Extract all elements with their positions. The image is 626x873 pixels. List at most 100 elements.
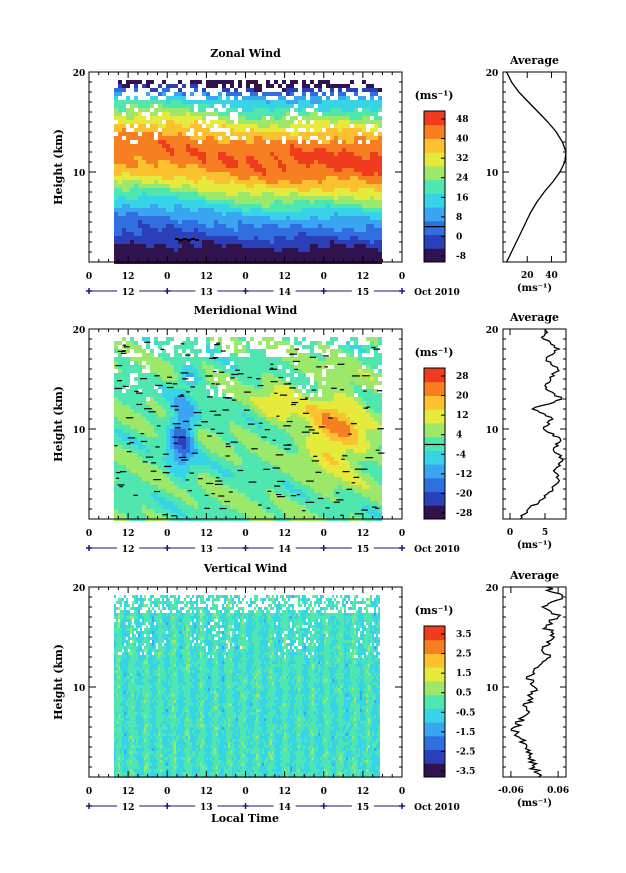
- heatmap-cell: [286, 92, 290, 96]
- heatmap-cell: [326, 256, 330, 260]
- heatmap-cell: [162, 248, 166, 252]
- heatmap-cell: [242, 361, 246, 365]
- heatmap-cell: [166, 461, 170, 465]
- heatmap-cell: [254, 421, 258, 425]
- heatmap-cell: [254, 485, 258, 489]
- heatmap-cell: [130, 437, 134, 441]
- heatmap-cell: [298, 244, 302, 248]
- heatmap-cell: [186, 184, 190, 188]
- heatmap-cell: [138, 152, 142, 156]
- heatmap-cell: [166, 357, 170, 361]
- heatmap-cell: [350, 204, 354, 208]
- heatmap-cell: [138, 192, 142, 196]
- heatmap-cell: [182, 124, 186, 128]
- heatmap-cell: [226, 164, 230, 168]
- heatmap-cell: [302, 124, 306, 128]
- heatmap-cell: [118, 128, 122, 132]
- heatmap-cell: [226, 232, 230, 236]
- heatmap-cell: [354, 232, 358, 236]
- heatmap-cell: [174, 128, 178, 132]
- heatmap-cell: [142, 421, 146, 425]
- heatmap-cell: [190, 369, 194, 373]
- heatmap-cell: [114, 457, 118, 461]
- heatmap-cell: [378, 168, 382, 172]
- heatmap-cell: [166, 433, 170, 437]
- heatmap-cell: [338, 188, 342, 192]
- heatmap-cell: [250, 349, 254, 353]
- heatmap-cell: [214, 469, 218, 473]
- heatmap-cell: [150, 136, 154, 140]
- heatmap-cell: [294, 152, 298, 156]
- heatmap-cell: [286, 160, 290, 164]
- heatmap-cell: [278, 236, 282, 240]
- heatmap-cell: [210, 361, 214, 365]
- heatmap-cell: [158, 441, 162, 445]
- heatmap-cell: [218, 188, 222, 192]
- heatmap-cell: [270, 481, 274, 485]
- heatmap-cell: [114, 429, 118, 433]
- heatmap-cell: [230, 192, 234, 196]
- heatmap-cell: [318, 80, 322, 84]
- heatmap-cell: [370, 200, 374, 204]
- heatmap-cell: [350, 188, 354, 192]
- heatmap-cell: [290, 208, 294, 212]
- heatmap-cell: [150, 140, 154, 144]
- heatmap-cell: [366, 216, 370, 220]
- heatmap-cell: [150, 88, 154, 92]
- heatmap-cell: [202, 425, 206, 429]
- heatmap-cell: [334, 140, 338, 144]
- heatmap-cell: [354, 120, 358, 124]
- heatmap-cell: [194, 184, 198, 188]
- heatmap-cell: [310, 164, 314, 168]
- heatmap-cell: [134, 248, 138, 252]
- heatmap-cell: [282, 497, 286, 501]
- heatmap-cell: [326, 144, 330, 148]
- heatmap-cell: [290, 256, 294, 260]
- heatmap-cell: [346, 248, 350, 252]
- heatmap-cell: [354, 140, 358, 144]
- heatmap-cell: [366, 184, 370, 188]
- heatmap-cell: [150, 393, 154, 397]
- heatmap-cell: [206, 156, 210, 160]
- heatmap-cell: [366, 224, 370, 228]
- heatmap-cell: [290, 481, 294, 485]
- heatmap-cell: [134, 172, 138, 176]
- heatmap-cell: [166, 104, 170, 108]
- heatmap-cell: [230, 437, 234, 441]
- heatmap-cell: [166, 204, 170, 208]
- heatmap-cell: [306, 152, 310, 156]
- heatmap-cell: [314, 108, 318, 112]
- heatmap-cell: [366, 244, 370, 248]
- heatmap-cell: [310, 172, 314, 176]
- heatmap-cell: [370, 244, 374, 248]
- heatmap-cell: [170, 457, 174, 461]
- heatmap-cell: [290, 116, 294, 120]
- heatmap-cell: [354, 204, 358, 208]
- heatmap-cell: [230, 337, 234, 341]
- heatmap-cell: [130, 172, 134, 176]
- heatmap-cell: [150, 381, 154, 385]
- heatmap-cell: [190, 108, 194, 112]
- heatmap-cell: [146, 449, 150, 453]
- heatmap-cell: [126, 493, 130, 497]
- heatmap-cell: [246, 457, 250, 461]
- heatmap-cell: [226, 256, 230, 260]
- heatmap-cell: [266, 449, 270, 453]
- heatmap-cell: [222, 148, 226, 152]
- heatmap-cell: [238, 505, 242, 509]
- heatmap-cell: [214, 473, 218, 477]
- heatmap-cell: [150, 220, 154, 224]
- heatmap-cell: [262, 252, 266, 256]
- heatmap-cell: [258, 148, 262, 152]
- heatmap-cell: [142, 116, 146, 120]
- heatmap-cell: [126, 244, 130, 248]
- heatmap-cell: [346, 112, 350, 116]
- heatmap-cell: [118, 188, 122, 192]
- heatmap-cell: [330, 104, 334, 108]
- heatmap-cell: [270, 160, 274, 164]
- heatmap-cell: [194, 244, 198, 248]
- heatmap-cell: [362, 256, 366, 260]
- heatmap-cell: [286, 136, 290, 140]
- heatmap-cell: [270, 485, 274, 489]
